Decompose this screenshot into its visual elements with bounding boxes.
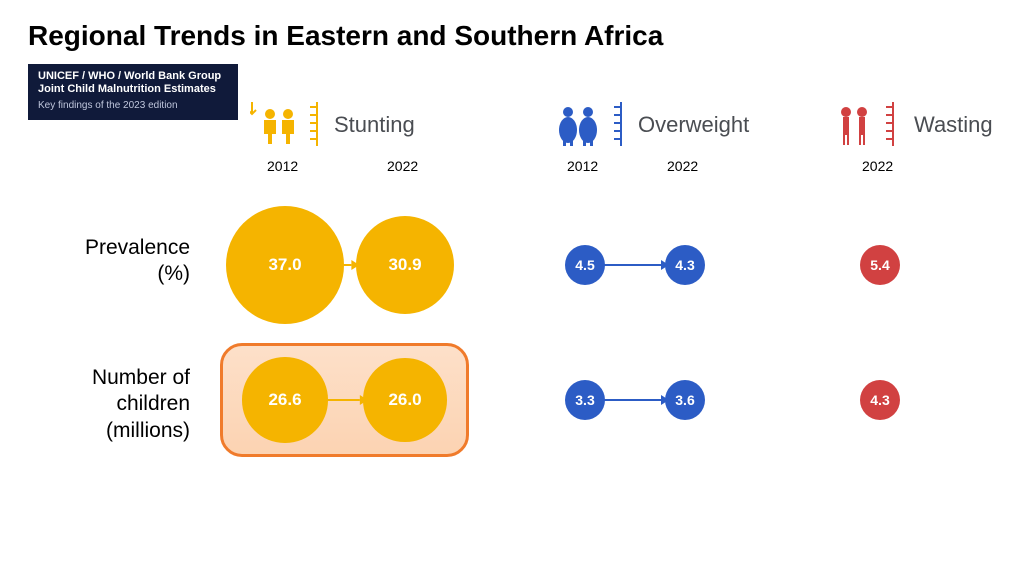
chart-grid: Stunting 2012 2022 Overweight 2012 2022 Wastin…: [0, 100, 1024, 560]
bubble-wasting-number-2022: 4.3: [860, 380, 900, 420]
overweight-header: Overweight: [554, 100, 749, 150]
bubble-stunting-number-2012: 26.6: [242, 357, 327, 442]
bubble-overweight-number-2022: 3.6: [665, 380, 705, 420]
overweight-year-2022: 2022: [667, 158, 698, 174]
stunting-label: Stunting: [334, 112, 415, 138]
overweight-year-2012: 2012: [567, 158, 598, 174]
arrow-stunting-prevalence: [340, 255, 359, 275]
stunting-header: Stunting: [250, 100, 415, 150]
overweight-icon: [554, 100, 628, 150]
badge-line1: UNICEF / WHO / World Bank Group Joint Ch…: [38, 70, 228, 96]
row-label-prevalence: Prevalence(%): [20, 235, 190, 288]
wasting-header: Wasting: [834, 100, 993, 150]
stunting-icon: [250, 100, 324, 150]
overweight-label: Overweight: [638, 112, 749, 138]
arrow-overweight-prevalence: [601, 255, 669, 275]
bubble-overweight-prevalence-2012: 4.5: [565, 245, 605, 285]
arrow-stunting-number: [324, 390, 368, 410]
stunting-year-2022: 2022: [387, 158, 418, 174]
bubble-stunting-prevalence-2022: 30.9: [356, 216, 455, 315]
bubble-stunting-prevalence-2012: 37.0: [226, 206, 344, 324]
bubble-wasting-prevalence-2022: 5.4: [860, 245, 900, 285]
bubble-overweight-prevalence-2022: 4.3: [665, 245, 705, 285]
stunting-year-2012: 2012: [267, 158, 298, 174]
bubble-overweight-number-2012: 3.3: [565, 380, 605, 420]
infographic-page: Regional Trends in Eastern and Southern …: [0, 0, 1024, 576]
wasting-year-2022: 2022: [862, 158, 893, 174]
arrow-overweight-number: [601, 390, 669, 410]
row-label-number: Number ofchildren(millions): [20, 365, 190, 444]
wasting-label: Wasting: [914, 112, 993, 138]
bubble-stunting-number-2022: 26.0: [363, 358, 446, 441]
wasting-icon: [834, 100, 904, 150]
page-title: Regional Trends in Eastern and Southern …: [28, 20, 663, 52]
